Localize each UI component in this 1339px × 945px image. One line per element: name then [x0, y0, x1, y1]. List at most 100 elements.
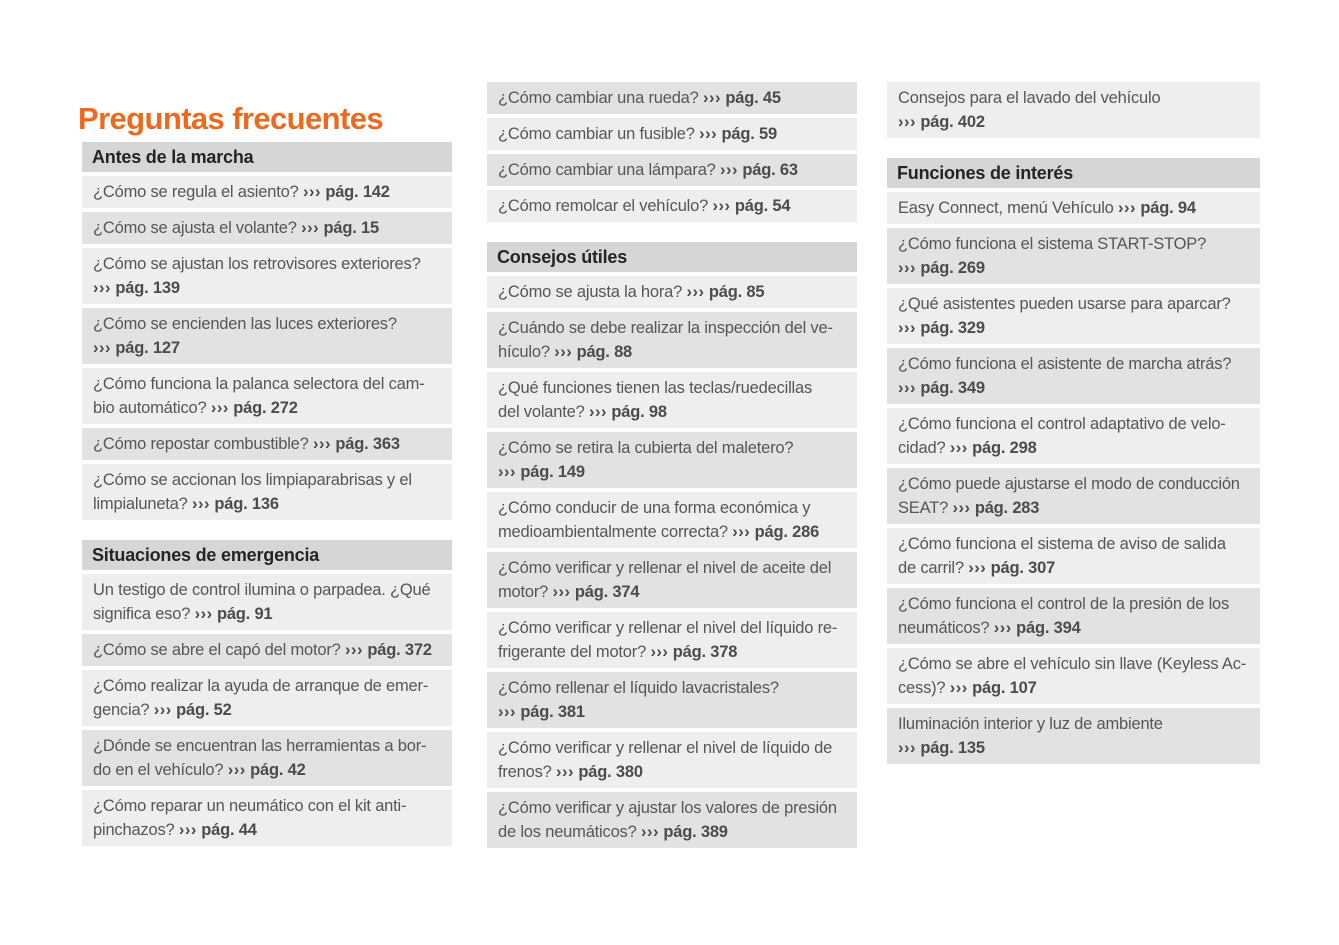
section-header: Consejos útiles [487, 242, 857, 272]
page-reference: ››› pág. 88 [554, 343, 633, 361]
page-reference: ››› pág. 269 [898, 259, 985, 277]
cross-reference-arrow-icon: ››› [686, 283, 705, 301]
question-text: ¿Cómo remolcar el vehículo? [498, 197, 709, 215]
cross-reference-arrow-icon: ››› [588, 403, 607, 421]
question-text: de los neumáticos? [498, 823, 637, 841]
question-text: motor? [498, 583, 549, 601]
question-text: ¿Cómo se ajustan los retrovisores exteri… [93, 255, 421, 273]
question-text: ¿Cuándo se debe realizar la inspección d… [498, 319, 833, 337]
question-text: ¿Cómo rellenar el líquido lavacristales? [498, 679, 779, 697]
page-reference: ››› pág. 286 [732, 523, 820, 541]
faq-item: Un testigo de control ilumina o parpadea… [82, 574, 452, 630]
faq-item: ¿Cómo realizar la ayuda de arranque de e… [82, 670, 452, 726]
question-text: medioambientalmente correcta? [498, 523, 728, 541]
question-text: significa eso? [93, 605, 191, 623]
faq-item: ¿Cómo se ajustan los retrovisores exteri… [82, 248, 452, 304]
page-reference: ››› pág. 394 [993, 619, 1081, 637]
question-text: ¿Cómo se accionan los limpiaparabrisas y… [93, 471, 412, 489]
page-reference: ››› pág. 59 [699, 125, 777, 143]
page-reference: ››› pág. 127 [93, 339, 180, 357]
section-header: Funciones de interés [887, 158, 1260, 188]
cross-reference-arrow-icon: ››› [556, 763, 575, 781]
question-text: hículo? [498, 343, 550, 361]
question-text: ¿Cómo puede ajustarse el modo de conducc… [898, 475, 1240, 493]
page-reference: ››› pág. 45 [703, 89, 781, 107]
question-text: ¿Cómo se retira la cubierta del maletero… [498, 439, 794, 457]
cross-reference-arrow-icon: ››› [898, 739, 916, 757]
question-text: del volante? [498, 403, 585, 421]
question-text: bio automático? [93, 399, 207, 417]
faq-item: ¿Cómo puede ajustarse el modo de conducc… [887, 468, 1260, 524]
faq-item: ¿Cómo funciona el asistente de marcha at… [887, 348, 1260, 404]
page-reference: ››› pág. 85 [686, 283, 765, 301]
question-text: ¿Cómo funciona la palanca selectora del … [93, 375, 425, 393]
question-text: SEAT? [898, 499, 949, 517]
cross-reference-arrow-icon: ››› [712, 197, 731, 215]
question-text: ¿Cómo verificar y rellenar el nivel de l… [498, 739, 833, 757]
page-reference: ››› pág. 329 [898, 319, 985, 337]
page-reference: ››› pág. 349 [898, 379, 985, 397]
faq-item: ¿Cómo se retira la cubierta del maletero… [487, 432, 857, 488]
question-text: ¿Cómo se regula el asiento? [93, 183, 299, 201]
page-reference: ››› pág. 389 [640, 823, 728, 841]
page-reference: ››› pág. 139 [93, 279, 180, 297]
faq-item: ¿Cómo funciona el sistema START-STOP? ›››… [887, 228, 1260, 284]
page-reference: ››› pág. 98 [588, 403, 667, 421]
question-text: ¿Cómo cambiar una lámpara? [498, 161, 716, 179]
faq-item: Consejos para el lavado del vehículo ››› … [887, 82, 1260, 138]
question-text: pinchazos? [93, 821, 175, 839]
cross-reference-arrow-icon: ››› [301, 219, 320, 237]
cross-reference-arrow-icon: ››› [345, 641, 364, 659]
question-text: ¿Cómo se encienden las luces exteriores? [93, 315, 397, 333]
faq-item: ¿Cómo conducir de una forma económica y m… [487, 492, 857, 548]
faq-item: ¿Cómo se ajusta el volante? ››› pág. 15 [82, 212, 452, 244]
faq-item: ¿Cuándo se debe realizar la inspección d… [487, 312, 857, 368]
question-text: ¿Cómo funciona el sistema START-STOP? [898, 235, 1207, 253]
cross-reference-arrow-icon: ››› [898, 259, 916, 277]
cross-reference-arrow-icon: ››› [554, 343, 573, 361]
cross-reference-arrow-icon: ››› [898, 379, 916, 397]
page-reference: ››› pág. 52 [153, 701, 232, 719]
question-text: Easy Connect, menú Vehículo [898, 199, 1114, 217]
page-reference: ››› pág. 402 [898, 113, 985, 131]
page-reference: ››› pág. 44 [178, 821, 257, 839]
cross-reference-arrow-icon: ››› [699, 125, 718, 143]
faq-item: ¿Cómo rellenar el líquido lavacristales?… [487, 672, 857, 728]
question-text: ¿Cómo reparar un neumático con el kit an… [93, 797, 407, 815]
faq-item: ¿Cómo se encienden las luces exteriores?… [82, 308, 452, 364]
page-reference: ››› pág. 307 [968, 559, 1056, 577]
cross-reference-arrow-icon: ››› [194, 605, 213, 623]
faq-item: Iluminación interior y luz de ambiente ››… [887, 708, 1260, 764]
page-reference: ››› pág. 380 [556, 763, 643, 781]
question-text: ¿Cómo verificar y rellenar el nivel del … [498, 619, 838, 637]
question-text: ¿Cómo funciona el control adaptativo de … [898, 415, 1226, 433]
cross-reference-arrow-icon: ››› [153, 701, 172, 719]
faq-item: ¿Cómo funciona el control de la presión … [887, 588, 1260, 644]
cross-reference-arrow-icon: ››› [732, 523, 751, 541]
question-text: cidad? [898, 439, 946, 457]
question-text: neumáticos? [898, 619, 990, 637]
page-reference: ››› pág. 378 [650, 643, 738, 661]
page-reference: ››› pág. 136 [192, 495, 279, 513]
question-text: ¿Cómo cambiar un fusible? [498, 125, 695, 143]
cross-reference-arrow-icon: ››› [650, 643, 669, 661]
faq-item: ¿Cómo cambiar una rueda? ››› pág. 45 [487, 82, 857, 114]
page-reference: ››› pág. 272 [210, 399, 298, 417]
section-header: Antes de la marcha [82, 142, 452, 172]
question-text: ¿Cómo se abre el capó del motor? [93, 641, 341, 659]
question-text: ¿Cómo verificar y ajustar los valores de… [498, 799, 837, 817]
section-header: Situaciones de emergencia [82, 540, 452, 570]
faq-item: ¿Cómo se accionan los limpiaparabrisas y… [82, 464, 452, 520]
cross-reference-arrow-icon: ››› [552, 583, 571, 601]
question-text: do en el vehículo? [93, 761, 224, 779]
page-reference: ››› pág. 381 [498, 703, 585, 721]
faq-item: ¿Cómo se abre el capó del motor? ››› pág… [82, 634, 452, 666]
cross-reference-arrow-icon: ››› [498, 703, 516, 721]
faq-column-middle: ¿Cómo cambiar una rueda? ››› pág. 45 ¿Cóm… [487, 82, 857, 848]
cross-reference-arrow-icon: ››› [640, 823, 659, 841]
faq-item: ¿Cómo cambiar un fusible? ››› pág. 59 [487, 118, 857, 150]
question-text: Un testigo de control ilumina o parpadea… [93, 581, 431, 599]
question-text: ¿Cómo funciona el asistente de marcha at… [898, 355, 1232, 373]
faq-item: ¿Cómo repostar combustible? ››› pág. 363 [82, 428, 452, 460]
